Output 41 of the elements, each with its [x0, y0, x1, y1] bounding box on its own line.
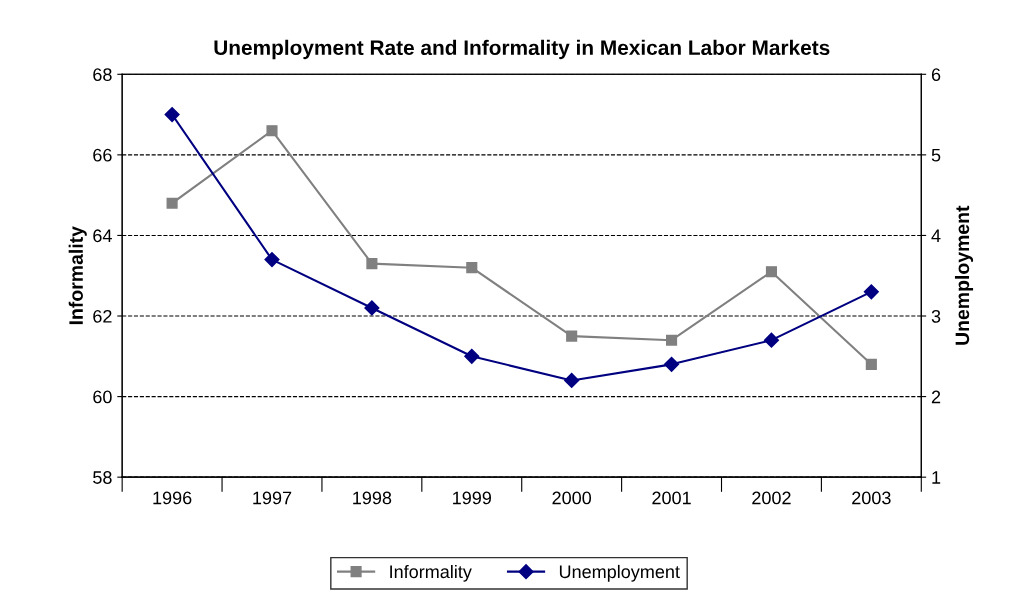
y2-tick-label: 5: [931, 148, 941, 162]
y2-tick-label: 2: [931, 390, 941, 404]
y2-axis-title: Unemployment: [954, 205, 974, 345]
point: [464, 348, 480, 364]
point: [564, 372, 580, 389]
legend-label: Informality: [390, 564, 472, 582]
point: [266, 125, 278, 137]
point: [765, 266, 778, 278]
point: [663, 356, 680, 372]
x-tick-label: 2002: [752, 491, 791, 505]
x-tick-label: 1996: [153, 491, 192, 505]
point: [466, 262, 478, 274]
x-tick-label: 1999: [453, 491, 492, 505]
point: [865, 358, 877, 370]
x-tick-label: 1997: [253, 491, 292, 505]
point: [166, 197, 178, 209]
x-tick-label: 1998: [353, 491, 392, 505]
y-tick-label: 60: [93, 390, 112, 404]
point: [566, 330, 578, 342]
y-tick-label: 64: [93, 229, 112, 243]
point: [666, 334, 678, 346]
y2-tick-label: 6: [931, 68, 941, 82]
point: [164, 107, 180, 123]
y-tick-label: 68: [93, 68, 112, 82]
x-tick-label: 2003: [852, 491, 891, 505]
legend-label: Unemployment: [559, 564, 680, 582]
chart-title: Unemployment Rate and Informality in Mexican Labor Markets: [214, 39, 830, 60]
point: [763, 332, 780, 348]
y2-tick-label: 4: [931, 229, 941, 242]
point: [264, 252, 280, 268]
y2-tick-label: 1: [932, 471, 941, 484]
y2-tick-label: 3: [931, 309, 941, 323]
y-tick-label: 62: [93, 309, 112, 323]
x-tick-label: 2000: [552, 491, 592, 505]
y-axis-title: Informality: [68, 226, 87, 325]
point: [863, 284, 879, 300]
x-tick-label: 2001: [652, 491, 691, 505]
point: [364, 300, 380, 316]
point: [366, 258, 378, 270]
y-tick-label: 58: [93, 471, 112, 484]
y-tick-label: 66: [93, 148, 112, 162]
